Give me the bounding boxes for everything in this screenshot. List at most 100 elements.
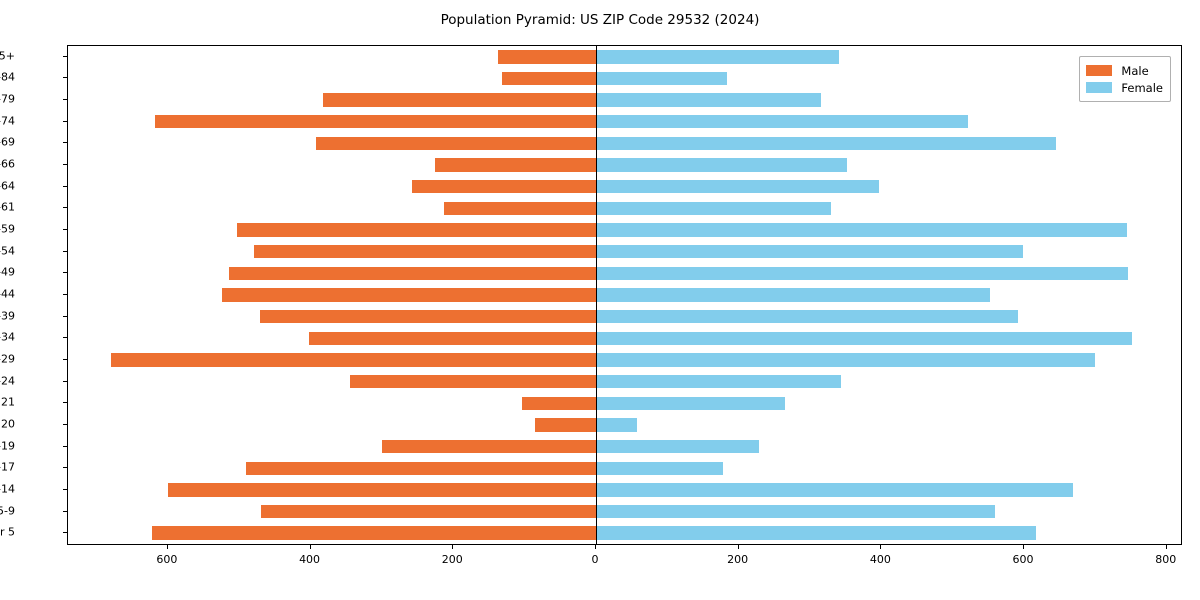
bar-row	[68, 461, 1181, 475]
x-axis-tick-mark	[1165, 545, 1167, 549]
bar-male[interactable]	[152, 526, 596, 540]
bar-female[interactable]	[595, 266, 1129, 281]
bar-male[interactable]	[309, 331, 596, 345]
y-axis-tick-mark	[63, 488, 67, 490]
y-axis-tick-label: 60-61	[0, 200, 15, 214]
y-axis-tick-mark	[63, 120, 67, 122]
bar-male[interactable]	[155, 115, 596, 129]
bar-female[interactable]	[595, 331, 1133, 345]
y-axis-tick-label: 70-74	[0, 114, 15, 128]
zero-axis-line	[595, 46, 597, 544]
bar-male[interactable]	[497, 50, 596, 64]
x-axis-tick-mark	[880, 545, 882, 549]
y-axis-tick-label: 5-9	[0, 504, 15, 518]
y-axis-tick-label: 10-14	[0, 482, 15, 496]
y-axis-tick-mark	[63, 250, 67, 252]
bar-row	[68, 483, 1181, 497]
bar-female[interactable]	[595, 244, 1023, 259]
bar-female[interactable]	[595, 396, 786, 410]
bar-female[interactable]	[595, 115, 968, 129]
y-axis-tick-mark	[63, 142, 67, 144]
bar-female[interactable]	[595, 50, 839, 64]
legend-label-female: Female	[1121, 80, 1163, 95]
y-axis-tick-mark	[63, 445, 67, 447]
legend-swatch-female-icon	[1086, 82, 1113, 93]
bar-female[interactable]	[595, 526, 1037, 540]
bar-female[interactable]	[595, 201, 831, 216]
bar-row	[68, 353, 1181, 367]
x-axis-tick-mark	[166, 545, 168, 549]
y-axis-tick-mark	[63, 229, 67, 231]
bar-row	[68, 93, 1181, 107]
bar-male[interactable]	[534, 418, 596, 432]
chart-legend: Male Female	[1079, 56, 1171, 102]
y-axis-tick-mark	[63, 207, 67, 209]
bar-male[interactable]	[222, 288, 596, 302]
x-axis-tick-label: 600	[156, 553, 178, 566]
x-axis-tick-label: 400	[299, 553, 321, 566]
bar-female[interactable]	[595, 353, 1095, 367]
bar-female[interactable]	[595, 71, 727, 86]
bar-row	[68, 309, 1181, 324]
bar-female[interactable]	[595, 180, 880, 194]
bar-male[interactable]	[315, 136, 596, 151]
bar-row	[68, 50, 1181, 64]
bar-male[interactable]	[246, 461, 596, 475]
bar-male[interactable]	[502, 71, 596, 86]
bar-male[interactable]	[237, 223, 596, 237]
y-axis-tick-mark	[63, 337, 67, 339]
bar-row	[68, 439, 1181, 454]
y-axis-tick-mark	[63, 272, 67, 274]
legend-label-male: Male	[1121, 63, 1149, 78]
bar-row	[68, 396, 1181, 410]
bar-female[interactable]	[595, 461, 723, 475]
bar-female[interactable]	[595, 483, 1073, 497]
bar-female[interactable]	[595, 309, 1019, 324]
y-axis-tick-mark	[63, 77, 67, 79]
bar-female[interactable]	[595, 504, 996, 519]
bar-row	[68, 136, 1181, 151]
bar-male[interactable]	[110, 353, 596, 367]
bar-female[interactable]	[595, 93, 821, 107]
bar-row	[68, 418, 1181, 432]
bar-male[interactable]	[228, 266, 596, 281]
bar-row	[68, 374, 1181, 389]
y-axis-tick-mark	[63, 99, 67, 101]
y-axis-tick-label: 55-59	[0, 222, 15, 236]
bar-female[interactable]	[595, 439, 759, 454]
bar-female[interactable]	[595, 418, 637, 432]
chart-title: Population Pyramid: US ZIP Code 29532 (2…	[440, 12, 760, 28]
y-axis-tick-mark	[63, 55, 67, 57]
bar-male[interactable]	[259, 309, 596, 324]
bar-male[interactable]	[381, 439, 596, 454]
bar-female[interactable]	[595, 374, 841, 389]
x-axis-tick-mark	[309, 545, 311, 549]
bar-male[interactable]	[443, 201, 596, 216]
bar-female[interactable]	[595, 288, 990, 302]
bar-female[interactable]	[595, 158, 848, 172]
legend-item-male: Male	[1086, 62, 1163, 79]
y-axis-tick-label: 18-19	[0, 439, 15, 453]
bar-male[interactable]	[260, 504, 596, 519]
y-axis-tick-label: 35-39	[0, 309, 15, 323]
bar-male[interactable]	[349, 374, 596, 389]
x-axis-tick-label: 800	[1155, 553, 1177, 566]
x-axis-tick-label: 400	[869, 553, 891, 566]
y-axis-tick-label: 85+	[0, 49, 15, 63]
x-axis-tick-mark	[594, 545, 596, 549]
bar-female[interactable]	[595, 223, 1128, 237]
bar-male[interactable]	[167, 483, 596, 497]
bar-male[interactable]	[521, 396, 596, 410]
plot-area: Male Female	[67, 45, 1182, 545]
bar-row	[68, 244, 1181, 259]
bar-male[interactable]	[323, 93, 596, 107]
bar-male[interactable]	[434, 158, 596, 172]
bar-male[interactable]	[411, 180, 596, 194]
bar-female[interactable]	[595, 136, 1057, 151]
bar-male[interactable]	[253, 244, 596, 259]
y-axis-tick-label: 22-24	[0, 374, 15, 388]
y-axis-tick-mark	[63, 423, 67, 425]
y-axis-tick-mark	[63, 467, 67, 469]
y-axis-tick-label: 67-69	[0, 135, 15, 149]
